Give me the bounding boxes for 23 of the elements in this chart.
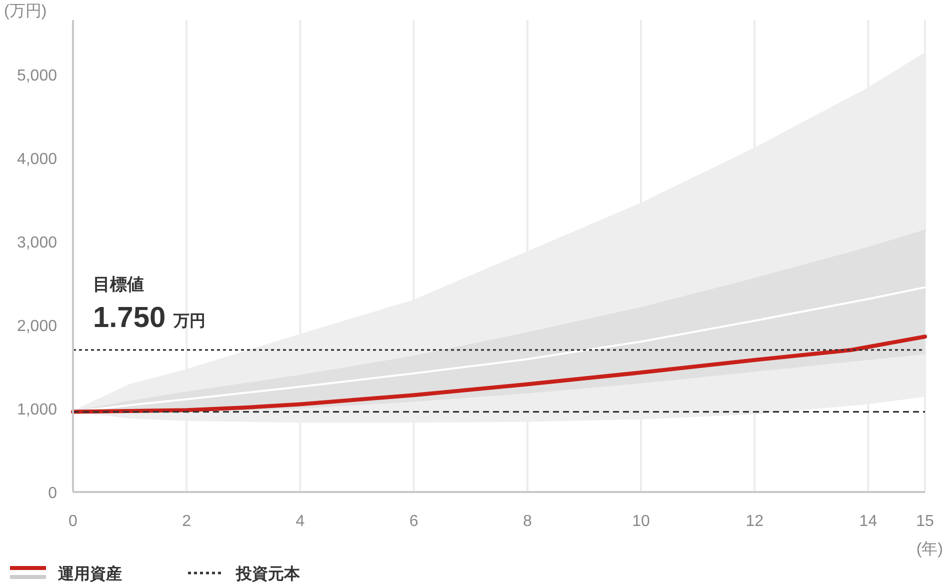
x-tick-label: 10 bbox=[632, 513, 650, 530]
legend-label: 運用資産 bbox=[57, 564, 122, 583]
annotation: 万円 bbox=[172, 313, 206, 330]
x-tick-label: 2 bbox=[182, 513, 192, 530]
y-tick-label: 1,000 bbox=[16, 401, 58, 418]
x-tick-label: 4 bbox=[296, 513, 305, 530]
x-axis-title: (年) bbox=[916, 541, 943, 558]
y-tick-label: 4,000 bbox=[16, 150, 58, 168]
x-tick-label: 6 bbox=[409, 513, 418, 530]
x-tick-label: 8 bbox=[522, 513, 532, 530]
y-tick-label: 0 bbox=[48, 485, 58, 502]
y-axis-title: (万円) bbox=[4, 3, 47, 20]
annotation: 目標値 bbox=[93, 275, 144, 294]
legend-label: 投資元本 bbox=[235, 565, 301, 583]
y-tick-label: 2,000 bbox=[16, 318, 58, 335]
x-tick-label: 14 bbox=[859, 513, 878, 530]
x-tick-label: 12 bbox=[746, 513, 764, 530]
annotation: 1.750 bbox=[93, 302, 166, 334]
y-tick-label: 5,000 bbox=[16, 67, 58, 84]
y-tick-label: 3,000 bbox=[16, 234, 58, 252]
x-tick-label: 15 bbox=[916, 513, 934, 530]
x-tick-label: 0 bbox=[68, 513, 78, 530]
line-series bbox=[71, 334, 927, 414]
